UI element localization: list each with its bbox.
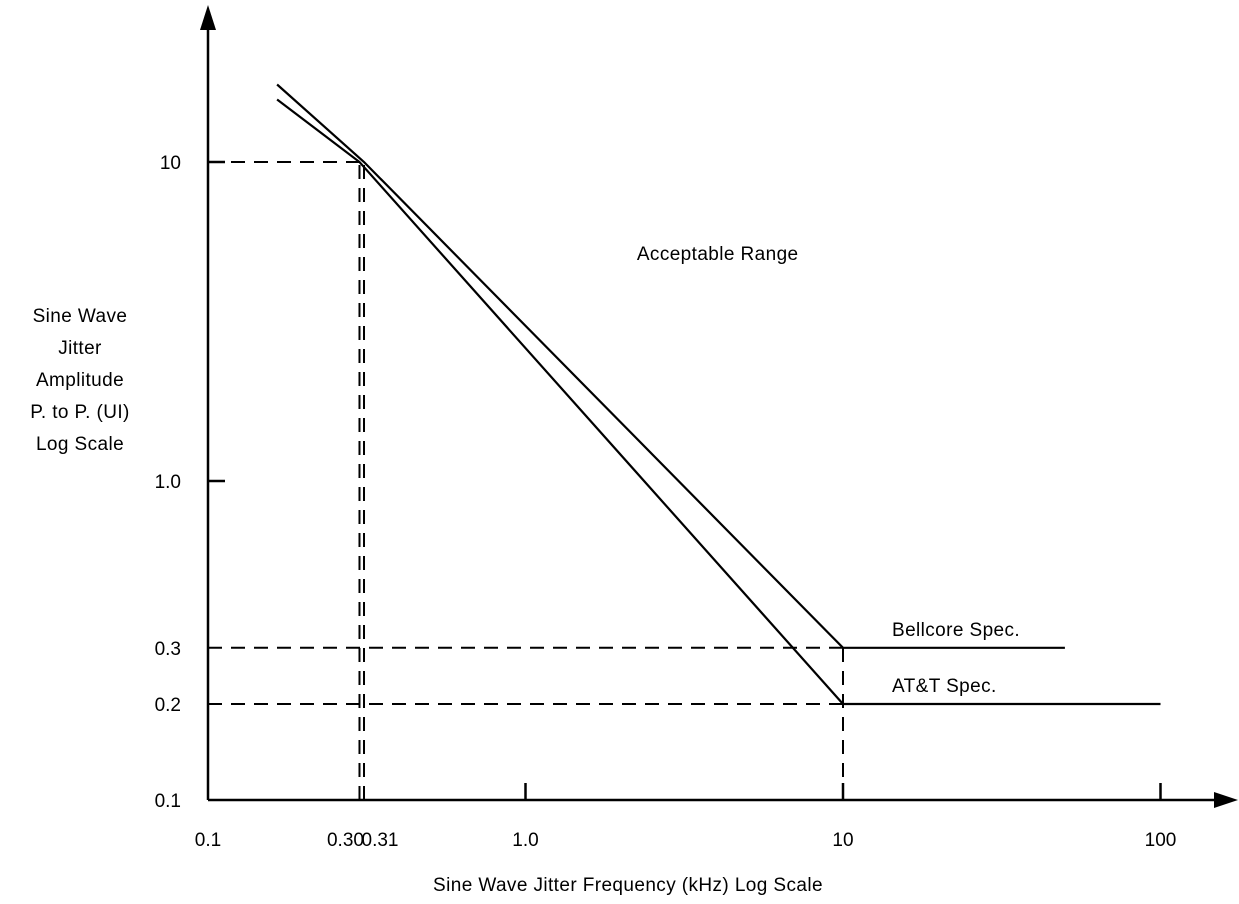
x-axis-arrow-icon bbox=[1214, 792, 1238, 808]
x-tick-label-0-1: 0.1 bbox=[195, 830, 221, 851]
x-tick-label-0-31: 0.31 bbox=[362, 830, 399, 851]
y-axis-arrow-icon bbox=[200, 5, 216, 30]
series-label-bellcore-spec: Bellcore Spec. bbox=[892, 620, 1020, 641]
series-line-bellcore-spec bbox=[276, 83, 1065, 649]
y-axis-title-line: Amplitude bbox=[36, 370, 124, 391]
y-tick-label-0-1: 0.1 bbox=[155, 791, 181, 812]
series-label-at-t-spec: AT&T Spec. bbox=[892, 676, 997, 697]
x-tick-label-10: 10 bbox=[832, 830, 853, 851]
y-axis-title-line: Log Scale bbox=[36, 434, 124, 455]
x-tick-label-100: 100 bbox=[1145, 830, 1177, 851]
y-tick-label-10: 10 bbox=[160, 153, 181, 174]
annotation-acceptable-range: Acceptable Range bbox=[637, 244, 799, 265]
y-axis-title-line: P. to P. (UI) bbox=[30, 402, 130, 423]
y-axis-title-line: Sine Wave bbox=[33, 306, 128, 327]
reference-lines bbox=[208, 161, 844, 800]
axes bbox=[200, 5, 1238, 808]
series-line-at-t-spec bbox=[276, 98, 1161, 706]
x-axis-title: Sine Wave Jitter Frequency (kHz) Log Sca… bbox=[433, 875, 823, 896]
x-tick-label-1-0: 1.0 bbox=[512, 830, 538, 851]
y-tick-label-1-0: 1.0 bbox=[155, 472, 181, 493]
tick-marks bbox=[208, 160, 1162, 800]
y-axis-title: Sine Wave Jitter Amplitude P. to P. (UI) Log… bbox=[30, 306, 130, 455]
y-tick-label-0-3: 0.3 bbox=[155, 639, 181, 660]
series-lines bbox=[276, 83, 1161, 706]
labels: Bellcore Spec. AT&T Spec. 0.1 0.300.31 1.0 10… bbox=[30, 153, 1176, 896]
y-axis-title-line: Jitter bbox=[58, 338, 102, 359]
x-tick-label-0-30: 0.30 bbox=[327, 830, 364, 851]
y-tick-label-0-2: 0.2 bbox=[155, 695, 181, 716]
